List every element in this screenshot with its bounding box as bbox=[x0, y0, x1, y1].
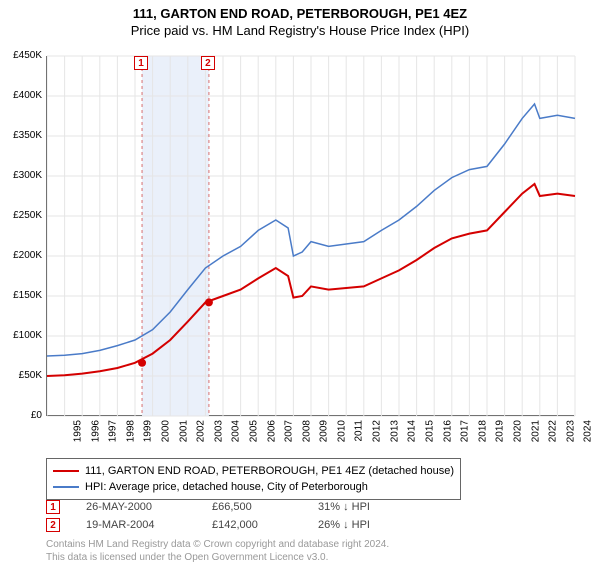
sale-delta: 26% ↓ HPI bbox=[318, 519, 370, 531]
chart-svg bbox=[47, 56, 575, 416]
sale-date: 19-MAR-2004 bbox=[86, 519, 186, 531]
legend-item-property: 111, GARTON END ROAD, PETERBOROUGH, PE1 … bbox=[53, 463, 454, 479]
x-tick-label: 2009 bbox=[319, 420, 330, 442]
legend-label: HPI: Average price, detached house, City… bbox=[85, 479, 368, 495]
x-tick-label: 2021 bbox=[530, 420, 541, 442]
y-tick-label: £400K bbox=[0, 90, 42, 101]
x-tick-label: 2014 bbox=[407, 420, 418, 442]
x-tick-label: 1998 bbox=[125, 420, 136, 442]
x-tick-label: 2023 bbox=[565, 420, 576, 442]
x-tick-label: 2020 bbox=[512, 420, 523, 442]
x-tick-label: 1999 bbox=[143, 420, 154, 442]
footer: Contains HM Land Registry data © Crown c… bbox=[46, 538, 389, 564]
sale-marker-header: 1 bbox=[134, 56, 148, 70]
legend-swatch bbox=[53, 470, 79, 472]
y-tick-label: £0 bbox=[0, 410, 42, 421]
x-tick-label: 2011 bbox=[353, 420, 364, 442]
y-tick-label: £200K bbox=[0, 250, 42, 261]
sale-date: 26-MAY-2000 bbox=[86, 501, 186, 513]
x-tick-label: 2004 bbox=[231, 420, 242, 442]
sale-row-1: 1 26-MAY-2000 £66,500 31% ↓ HPI bbox=[46, 500, 370, 514]
sale-price: £142,000 bbox=[212, 519, 292, 531]
x-tick-label: 2000 bbox=[160, 420, 171, 442]
y-tick-label: £300K bbox=[0, 170, 42, 181]
y-tick-label: £100K bbox=[0, 330, 42, 341]
y-tick-label: £150K bbox=[0, 290, 42, 301]
x-tick-label: 2007 bbox=[283, 420, 294, 442]
y-tick-label: £50K bbox=[0, 370, 42, 381]
x-tick-label: 2005 bbox=[248, 420, 259, 442]
sale-marker-icon: 2 bbox=[46, 518, 60, 532]
y-tick-label: £350K bbox=[0, 130, 42, 141]
sale-marker-icon: 1 bbox=[46, 500, 60, 514]
x-tick-label: 1997 bbox=[107, 420, 118, 442]
x-tick-label: 2010 bbox=[336, 420, 347, 442]
x-tick-label: 2024 bbox=[583, 420, 594, 442]
x-tick-label: 2003 bbox=[213, 420, 224, 442]
x-tick-label: 2016 bbox=[442, 420, 453, 442]
x-tick-label: 2002 bbox=[195, 420, 206, 442]
sale-row-2: 2 19-MAR-2004 £142,000 26% ↓ HPI bbox=[46, 518, 370, 532]
chart-subtitle: Price paid vs. HM Land Registry's House … bbox=[0, 23, 600, 38]
x-tick-label: 2022 bbox=[547, 420, 558, 442]
legend: 111, GARTON END ROAD, PETERBOROUGH, PE1 … bbox=[46, 458, 461, 500]
x-tick-label: 2013 bbox=[389, 420, 400, 442]
x-tick-label: 2012 bbox=[371, 420, 382, 442]
y-tick-label: £450K bbox=[0, 50, 42, 61]
sale-price: £66,500 bbox=[212, 501, 292, 513]
footer-line2: This data is licensed under the Open Gov… bbox=[46, 551, 389, 564]
sale-delta: 31% ↓ HPI bbox=[318, 501, 370, 513]
x-tick-label: 2006 bbox=[266, 420, 277, 442]
x-tick-label: 2018 bbox=[477, 420, 488, 442]
sale-marker-header: 2 bbox=[201, 56, 215, 70]
x-tick-label: 2019 bbox=[495, 420, 506, 442]
legend-item-hpi: HPI: Average price, detached house, City… bbox=[53, 479, 454, 495]
x-tick-label: 1995 bbox=[72, 420, 83, 442]
x-tick-label: 2001 bbox=[178, 420, 189, 442]
chart-title: 111, GARTON END ROAD, PETERBOROUGH, PE1 … bbox=[0, 6, 600, 21]
legend-label: 111, GARTON END ROAD, PETERBOROUGH, PE1 … bbox=[85, 463, 454, 479]
x-tick-label: 2008 bbox=[301, 420, 312, 442]
footer-line1: Contains HM Land Registry data © Crown c… bbox=[46, 538, 389, 551]
y-tick-label: £250K bbox=[0, 210, 42, 221]
x-tick-label: 2017 bbox=[459, 420, 470, 442]
legend-swatch bbox=[53, 486, 79, 488]
chart-plot-area bbox=[46, 56, 574, 416]
x-tick-label: 2015 bbox=[424, 420, 435, 442]
x-tick-label: 1996 bbox=[90, 420, 101, 442]
